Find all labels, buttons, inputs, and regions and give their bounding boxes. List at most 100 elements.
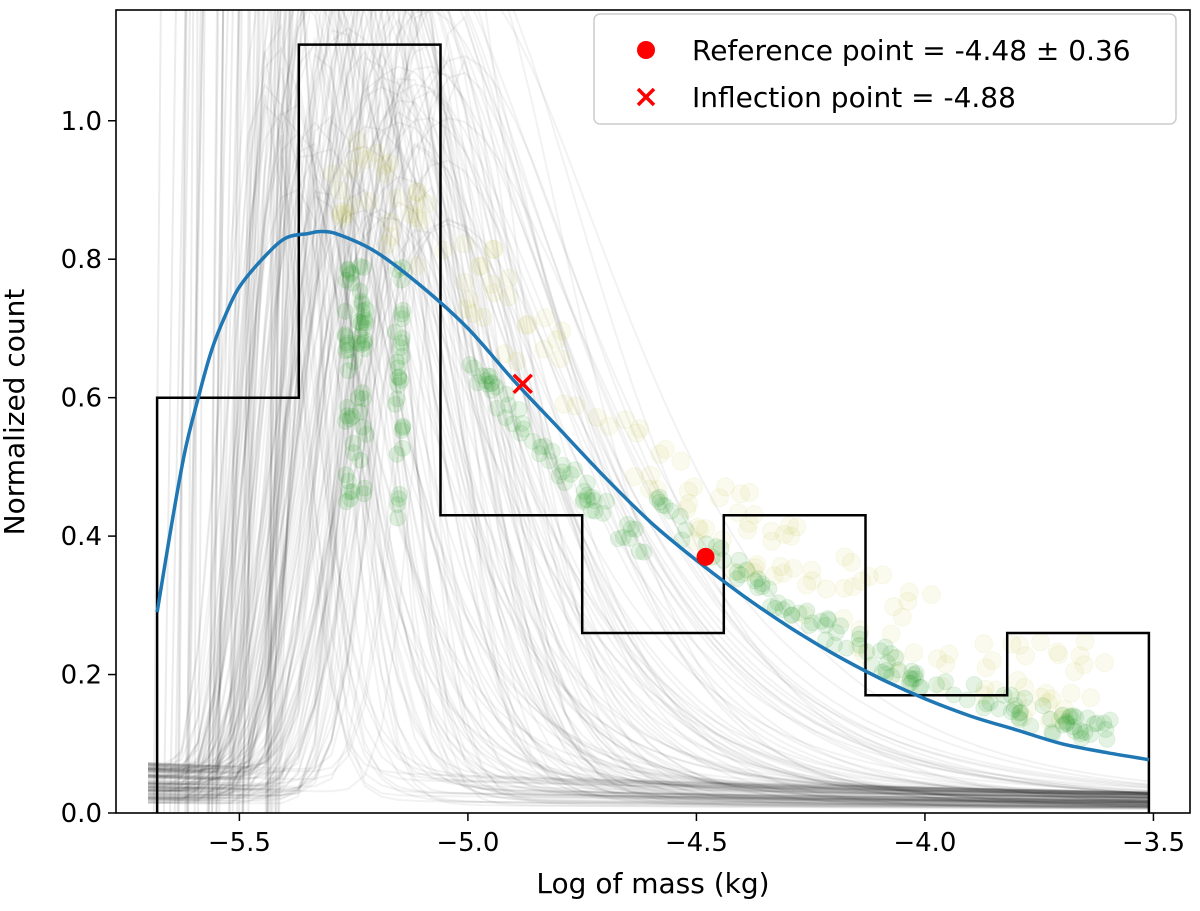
sample-curve [147,10,1149,800]
sample-curve [210,10,225,813]
green-scatter-point [990,700,1008,718]
green-scatter-point [351,403,369,421]
sample-curve [147,10,1149,805]
yellow-scatter-point [1042,689,1062,709]
yellow-scatter-point [366,143,386,163]
yellow-scatter-point [411,211,431,231]
green-scatter-point [540,452,558,470]
sample-curve [197,10,206,813]
green-scatter-point [390,369,408,387]
sample-curve [147,145,1149,799]
sample-curve [147,10,1149,794]
sample-curve [147,159,1149,795]
yellow-scatter-point [484,240,504,260]
sample-curve [147,10,1149,804]
green-scatter [336,257,1119,748]
yellow-scatter [322,131,1115,731]
green-scatter-point [712,539,730,557]
green-scatter-point [478,375,496,393]
yellow-scatter-point [783,558,803,578]
green-scatter-point [975,699,993,717]
sample-curve [147,10,1149,805]
green-scatter-point [1098,730,1116,748]
yellow-scatter-point [843,577,863,597]
sample-curve [147,142,1149,809]
green-scatter-point [1002,703,1020,721]
yellow-scatter-point [566,396,586,416]
yellow-scatter-point [737,520,757,540]
sample-curve [147,118,1149,805]
green-scatter-point [392,372,410,389]
sample-curve [147,76,1149,808]
yellow-scatter-point [495,344,515,364]
green-scatter-point [461,356,479,374]
sample-curve [177,10,188,813]
legend-reference-label: Reference point = -4.48 ± 0.36 [692,34,1131,67]
sample-curve [147,148,1149,797]
yellow-scatter-point [455,272,475,292]
sample-curve [147,134,1149,794]
yellow-scatter-point [904,643,924,663]
sample-curve [206,10,229,813]
sample-curve [268,10,291,813]
green-scatter-point [1006,697,1024,715]
green-scatter-point [390,485,408,503]
yellow-scatter-point [484,283,504,303]
yellow-scatter-point [1054,699,1074,719]
y-tick-label: 1.0 [61,107,102,137]
green-scatter-point [352,314,370,332]
green-scatter-point [337,342,354,360]
yellow-scatter-point [740,483,760,502]
sample-curve [266,10,286,813]
sample-curve [147,10,1149,809]
green-scatter-point [556,474,574,492]
sample-curve [147,219,1149,795]
green-scatter-point [351,327,369,345]
green-scatter-point [340,341,358,359]
green-scatter-point [339,261,357,279]
green-scatter-point [1097,721,1115,738]
yellow-scatter-point [795,605,815,625]
green-scatter-point [390,376,407,394]
sample-curve [147,26,1149,808]
sample-curve [147,99,1149,807]
yellow-scatter-point [518,314,538,334]
yellow-scatter-point [381,227,401,247]
green-scatter-point [578,486,596,504]
yellow-scatter-point [375,164,395,183]
yellow-scatter-point [554,394,574,414]
yellow-scatter-point [886,649,906,669]
green-scatter-point [901,669,919,687]
yellow-scatter-point [762,521,781,541]
sample-curve [147,10,1149,809]
green-scatter-point [872,642,889,660]
green-scatter-point [497,409,514,427]
sample-curve [147,190,1149,796]
yellow-scatter-point [499,287,518,307]
green-scatter-point [392,334,410,352]
green-scatter-point [728,570,746,588]
yellow-scatter-point [341,159,361,179]
x-tick-label: −4.5 [665,828,728,858]
green-scatter-point [353,335,371,353]
green-scatter-point [928,676,945,694]
sample-curve [147,28,1149,797]
green-scatter-point [357,301,375,318]
green-scatter-point [336,302,354,320]
green-scatter-point [819,611,837,629]
green-scatter-point [574,493,592,511]
yellow-scatter-point [774,524,794,544]
x-axis-ticks: −5.5 −5.0 −4.5 −4.0 −3.5 [208,813,1185,858]
green-scatter-point [393,310,411,328]
yellow-scatter-point [332,202,352,222]
yellow-scatter-point [745,558,765,578]
green-scatter-point [388,390,406,408]
legend-box [593,13,1177,125]
yellow-scatter-point [506,351,526,371]
sample-curve [147,177,1149,802]
yellow-scatter-point [463,303,483,323]
yellow-scatter-point [892,607,912,627]
green-scatter-point [535,437,553,455]
sample-curve [147,222,1149,799]
green-scatter-point [393,347,411,365]
